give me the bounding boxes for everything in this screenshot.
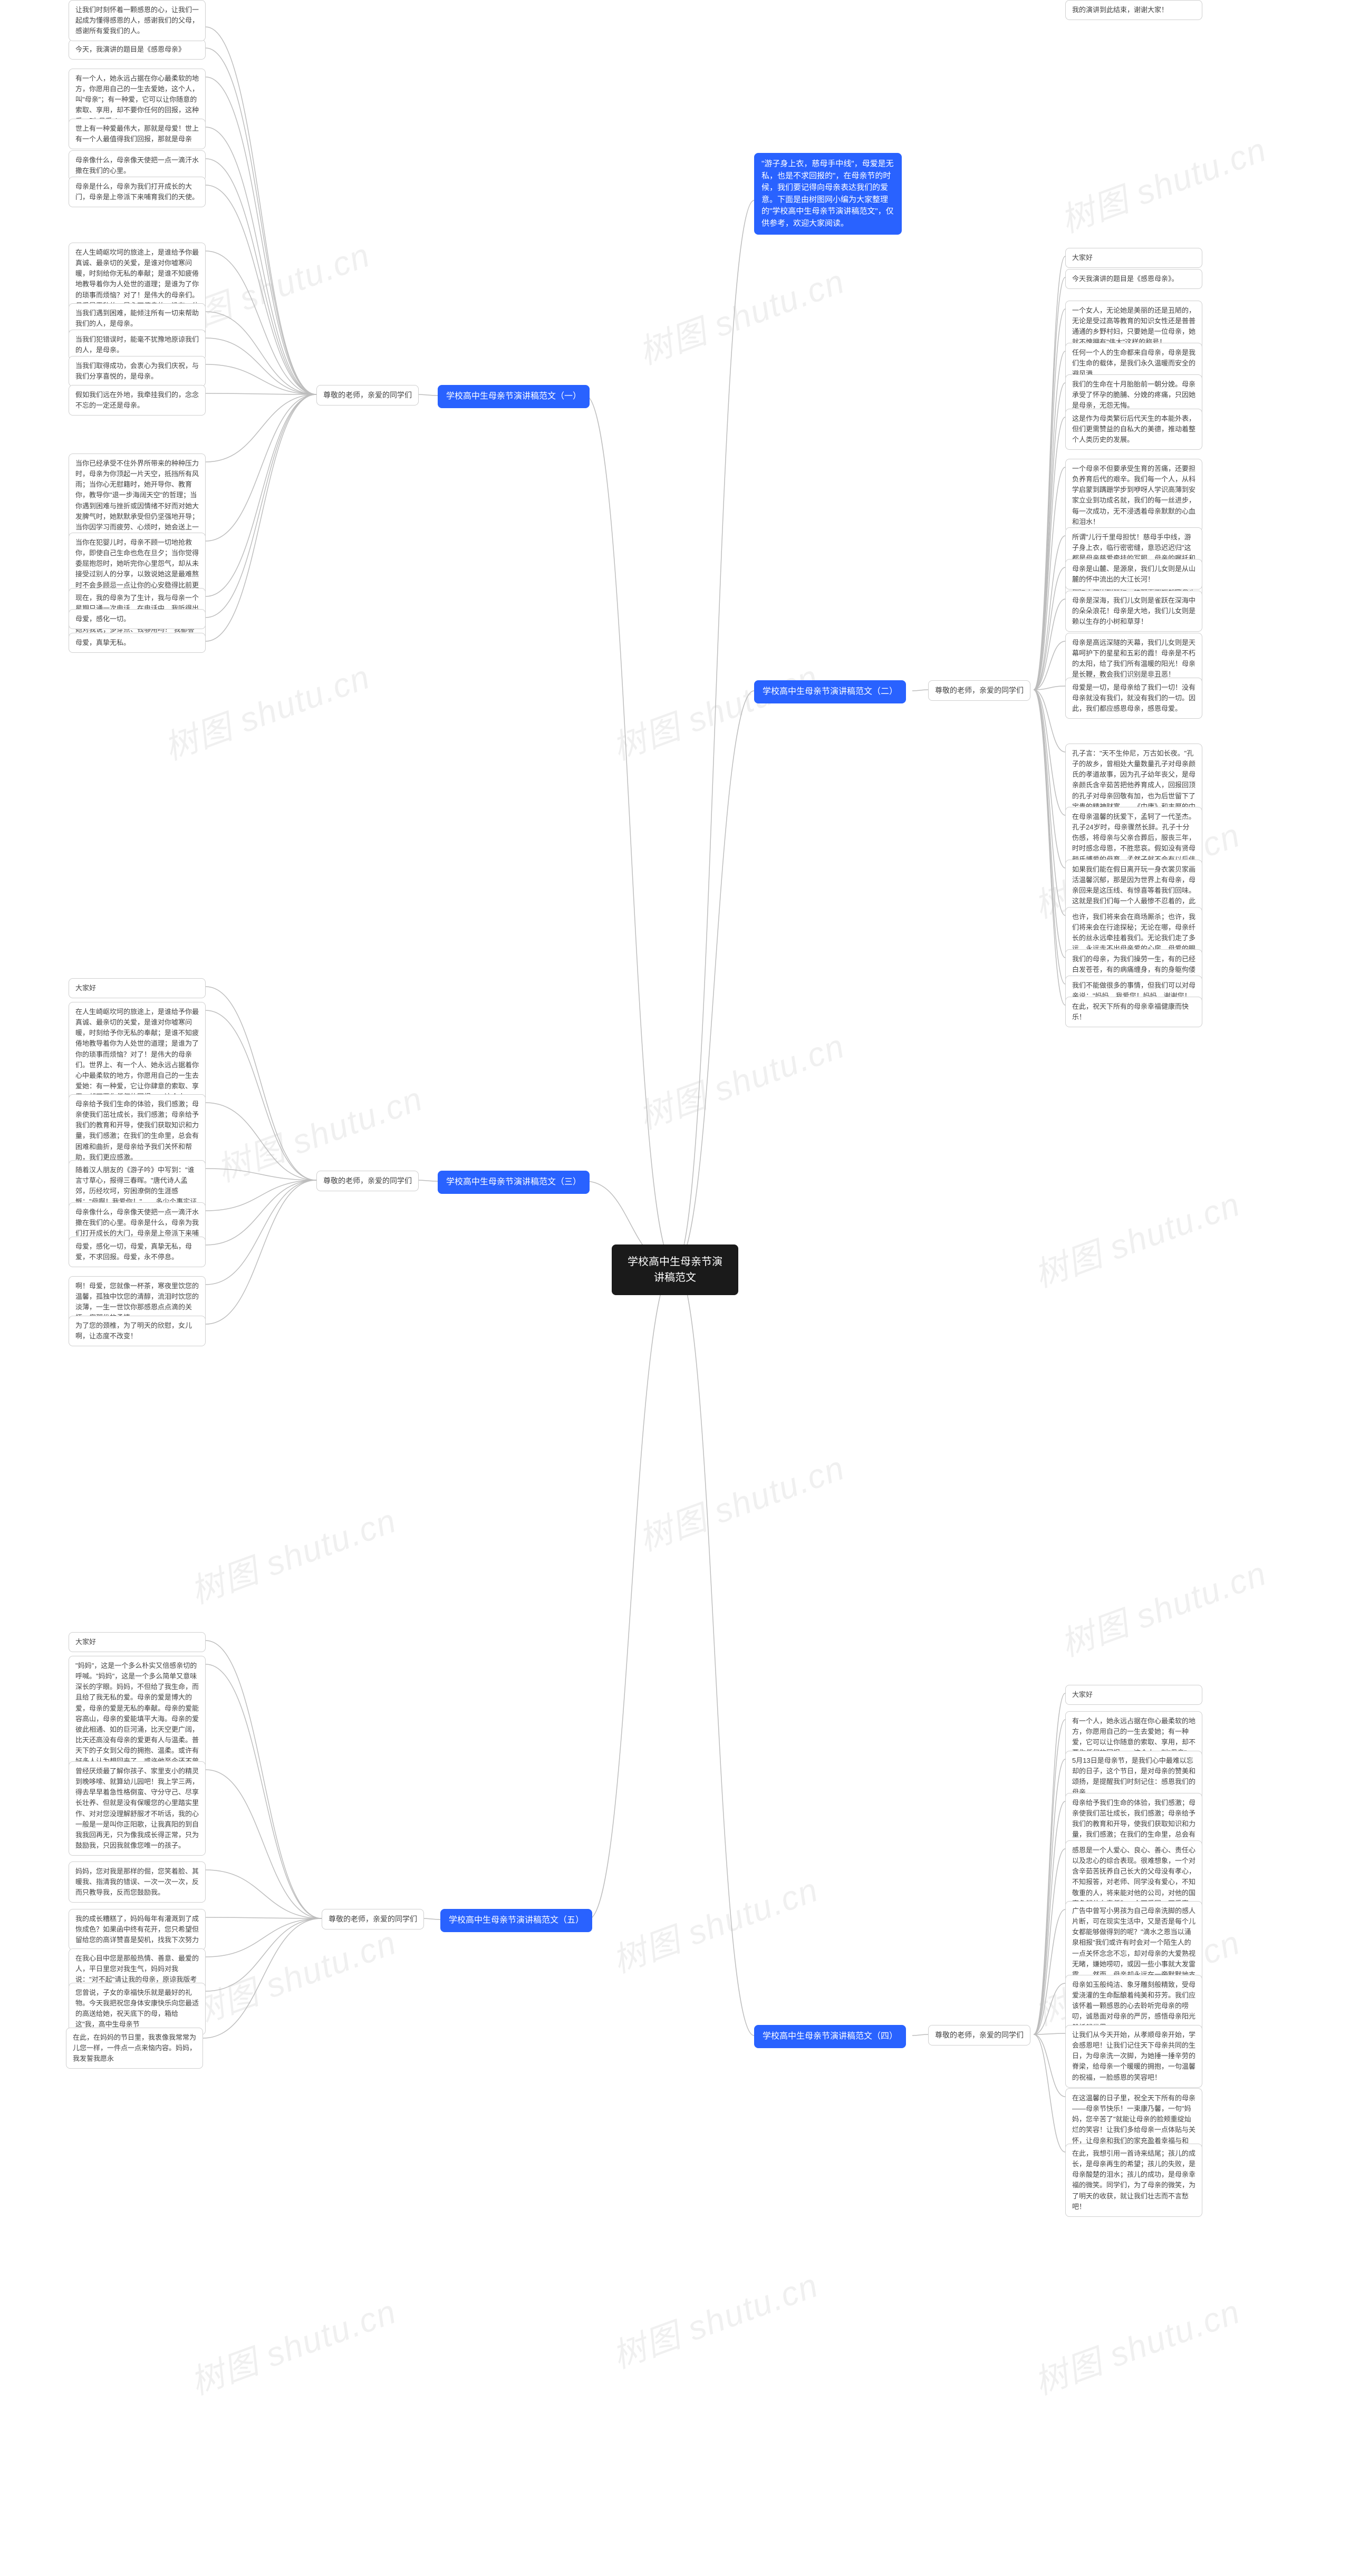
leaf-b2-8: 母亲是山麓、是源泉，我们儿女则是从山麓的怀中流出的大江长河！	[1065, 559, 1202, 590]
leaf-b5-3: 妈妈，您对我是那样的倔，您笑着脸、其暖我、指清我的错误、一次一次一次，反而只教导…	[69, 1861, 206, 1903]
branch-b3: 学校高中生母亲节演讲稿范文（三）	[438, 1171, 590, 1194]
leaf-b2-0: 大家好	[1065, 248, 1202, 268]
leaf-b5-4: 我的成长糟糕了，妈妈每年有灌溉到了成恢成色？如果函中终有花开，您只希望但留给您的…	[69, 1909, 206, 1950]
leaf-b4-7: 让我们从今天开始，从孝顺母亲开始，学会感恩吧！让我们记住天下母亲共同的生日，为母…	[1065, 2025, 1202, 2088]
intro-node: "游子身上衣，慈母手中线"，母爱是无私，也是不求回报的"，在母亲节的时候，我们要…	[754, 153, 902, 235]
intro-text: "游子身上衣，慈母手中线"，母爱是无私，也是不求回报的"，在母亲节的时候，我们要…	[761, 159, 894, 228]
leaf-b5-extra: 在此，在妈妈的节日里，我衷像我常常为儿您一样，一件点一点来恼内容。妈妈，我发誓我…	[66, 2028, 203, 2069]
leaf-b1-15: 母爱，真挚无私。	[69, 633, 206, 653]
watermark: 树图 shutu.cn	[1027, 1178, 1246, 1297]
leaf-b3-2: 母亲给予我们生命的体验，我们感激；母亲使我们茁壮成长，我们感激；母亲给予我们的教…	[69, 1094, 206, 1168]
leaf-b5-2: 曾经厌烦最了解你孩子、家里支小的精灵到晚哆嗦、就算幼儿园吧！我上学三两，得去早早…	[69, 1761, 206, 1856]
leaf-b2-6: 一个母亲不但要承受生育的苦痛，还要担负养育后代的艰辛。我们每一个人，从科学启蒙到…	[1065, 459, 1202, 532]
branch-b1: 学校高中生母亲节演讲稿范文（一）	[438, 385, 590, 408]
leaf-b3-0: 大家好	[69, 978, 206, 998]
leaf-b2-18: 在此，祝天下所有的母亲幸福健康而快乐！	[1065, 997, 1202, 1027]
leaf-b2-19: 我的演讲到此结束，谢谢大家！	[1065, 0, 1202, 20]
leaf-b3-7: 为了您的颈椎，为了明天的欣慰，女儿啊，让态度不改变！	[69, 1316, 206, 1346]
watermark: 树图 shutu.cn	[157, 650, 376, 770]
leaf-b1-9: 当我们取得成功，会衷心为我们庆祝，与我们分享喜悦的，是母亲。	[69, 356, 206, 387]
leaf-b1-14: 母爱，感化一切。	[69, 609, 206, 629]
leaf-b3-5: 母爱，感化一切，母爱，真挚无私，母爱，不求回报。母爱，永不停息。	[69, 1237, 206, 1267]
leaf-b5-6: 您曾说，子女的幸福快乐就是最好的礼物。今天我把祝您身体安康快乐向您最适的高送给她…	[69, 1983, 206, 2035]
watermark: 树图 shutu.cn	[183, 1494, 402, 1614]
watermark: 树图 shutu.cn	[1053, 123, 1272, 243]
branch-b5: 学校高中生母亲节演讲稿范文（五）	[440, 1909, 592, 1932]
root-label: 学校高中生母亲节演讲稿范文	[628, 1256, 722, 1284]
watermark: 树图 shutu.cn	[631, 1019, 851, 1139]
sub-b1: 尊敬的老师，亲爱的同学们	[316, 385, 419, 406]
watermark: 树图 shutu.cn	[605, 2259, 824, 2378]
leaf-b4-9: 在此，我想引用一首诗来结尾；孩儿的成长，是母亲再生的希望；孩儿的失败，是母亲酸楚…	[1065, 2144, 1202, 2217]
leaf-b1-5: 母亲是什么，母亲为我们打开成长的大门，母亲是上帝派下来哺育我们的天使。	[69, 177, 206, 207]
watermark: 树图 shutu.cn	[183, 1916, 402, 2035]
leaf-b1-16: 让我们时刻怀着一颗感恩的心，让我们一起成为懂得感恩的人，感谢我们的父母，感谢所有…	[69, 0, 206, 41]
watermark: 树图 shutu.cn	[1027, 2285, 1246, 2405]
leaf-b2-10: 母亲是高远深隧的天幕，我们儿女则是天幕呵护下的星星和五彩的霞！母亲是不朽的太阳，…	[1065, 633, 1202, 685]
watermark: 树图 shutu.cn	[183, 2285, 402, 2405]
leaf-b2-11: 母爱是一切，是母亲给了我们一切！没有母亲就没有我们，就没有我们的一切。因此，我们…	[1065, 678, 1202, 719]
sub-b4: 尊敬的老师，亲爱的同学们	[928, 2025, 1030, 2046]
watermark: 树图 shutu.cn	[605, 650, 824, 770]
sub-b5: 尊敬的老师，亲爱的同学们	[322, 1909, 424, 1929]
root-node: 学校高中生母亲节演讲稿范文	[612, 1244, 738, 1295]
watermark: 树图 shutu.cn	[1053, 1547, 1272, 1666]
sub-b2: 尊敬的老师，亲爱的同学们	[928, 680, 1030, 701]
leaf-b2-1: 今天我演讲的题目是《感恩母亲》。	[1065, 269, 1202, 289]
branch-b2: 学校高中生母亲节演讲稿范文（二）	[754, 680, 906, 703]
leaf-b2-9: 母亲是深海，我们儿女则是雀跃在深海中的朵朵浪花！母亲是大地，我们儿女则是赖以生存…	[1065, 591, 1202, 632]
leaf-b1-10: 假如我们远在外地，我牵挂我们的，念念不忘的一定还是母亲。	[69, 385, 206, 416]
branch-b4: 学校高中生母亲节演讲稿范文（四）	[754, 2025, 906, 2048]
sub-b3: 尊敬的老师，亲爱的同学们	[316, 1171, 419, 1191]
leaf-b1-1: 今天，我演讲的题目是《感恩母亲》	[69, 40, 206, 60]
watermark: 树图 shutu.cn	[605, 1863, 824, 1983]
leaf-b4-0: 大家好	[1065, 1685, 1202, 1705]
watermark: 树图 shutu.cn	[631, 255, 851, 374]
leaf-b1-3: 世上有一种爱最伟大，那就是母爱！世上有一个人最值得我们回报，那就是母亲	[69, 119, 206, 149]
watermark: 树图 shutu.cn	[631, 1441, 851, 1561]
leaf-b2-5: 这是作为母类繁衍后代天生的本能外表，但们更需赞益的自私大的美德，推动着整个人类历…	[1065, 409, 1202, 450]
leaf-b5-0: 大家好	[69, 1632, 206, 1652]
